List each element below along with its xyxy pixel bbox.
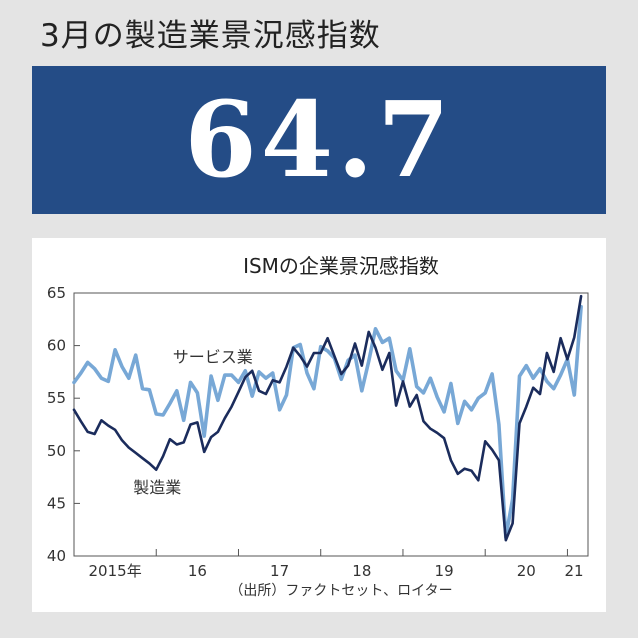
- x-tick-label: 20: [517, 562, 536, 580]
- source-note: （出所）ファクトセット、ロイター: [229, 583, 452, 599]
- y-tick-label: 40: [47, 547, 66, 565]
- chart-svg: ISMの企業景況感指数 40 45 50 55 60 65 2015年 16 17 18 19 20 21…: [47, 254, 589, 599]
- series-label-manufacturing: 製造業: [133, 478, 181, 497]
- y-tick-label: 65: [47, 284, 66, 302]
- series-label-services: サービス業: [173, 347, 253, 366]
- x-tick-label: 18: [352, 562, 371, 580]
- x-tick-label: 2015年: [89, 562, 142, 580]
- x-tick-label: 19: [435, 562, 454, 580]
- y-tick-label: 60: [47, 337, 66, 355]
- y-tick-label: 45: [47, 494, 66, 512]
- big-value: 64.7: [184, 78, 454, 201]
- x-tick-label: 17: [270, 562, 289, 580]
- chart-card: ISMの企業景況感指数 40 45 50 55 60 65 2015年 16 17 18 19 20 21…: [32, 238, 606, 612]
- plot-frame: [73, 292, 589, 557]
- x-tick-label: 21: [564, 562, 583, 580]
- chart-title: ISMの企業景況感指数: [243, 254, 439, 278]
- y-tick-label: 55: [47, 389, 66, 407]
- headline: 3月の製造業景況感指数: [40, 18, 381, 54]
- y-tick-label: 50: [47, 442, 66, 460]
- value-banner: 64.7: [32, 66, 606, 214]
- x-tick-label: 16: [188, 562, 207, 580]
- series-line-services: [72, 304, 583, 539]
- series-line-manufacturing: [72, 294, 583, 542]
